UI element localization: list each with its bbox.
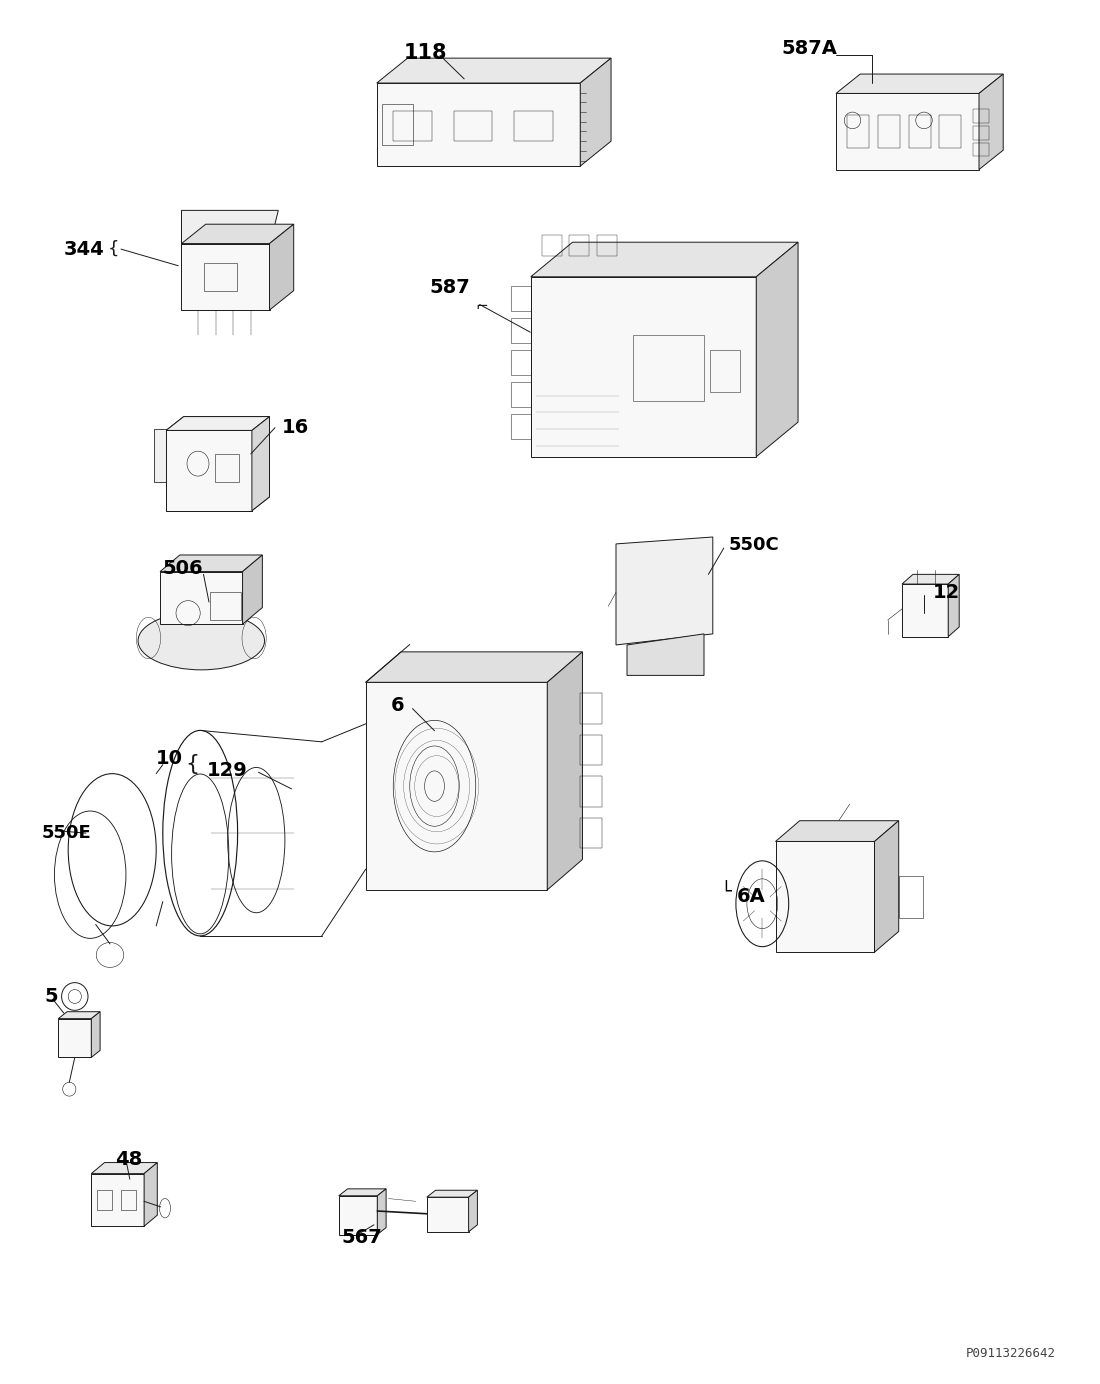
Polygon shape	[530, 242, 799, 277]
Polygon shape	[339, 1196, 377, 1235]
Bar	[909, 115, 931, 148]
Polygon shape	[365, 652, 583, 682]
Text: 587: 587	[429, 278, 470, 298]
Polygon shape	[427, 1190, 477, 1197]
Bar	[210, 592, 241, 620]
Bar	[383, 104, 414, 145]
Text: 10: 10	[155, 749, 183, 768]
Polygon shape	[627, 634, 704, 675]
Bar	[974, 143, 989, 156]
Bar	[510, 414, 530, 439]
Bar	[581, 735, 603, 765]
Text: 550E: 550E	[42, 823, 91, 843]
Text: 587A: 587A	[781, 39, 837, 58]
Polygon shape	[58, 1012, 100, 1019]
Polygon shape	[166, 417, 270, 430]
Bar	[510, 382, 530, 407]
Polygon shape	[182, 224, 294, 244]
Polygon shape	[836, 93, 979, 170]
Bar	[710, 350, 740, 392]
Bar	[510, 286, 530, 311]
Polygon shape	[874, 821, 899, 952]
Bar	[510, 350, 530, 375]
Text: 567: 567	[341, 1228, 382, 1247]
Polygon shape	[166, 430, 252, 511]
Text: ⌐: ⌐	[475, 299, 488, 314]
Text: 344: 344	[64, 239, 104, 259]
Bar	[878, 115, 900, 148]
Text: P09113226642: P09113226642	[966, 1347, 1056, 1360]
Bar	[974, 126, 989, 140]
Bar	[97, 1190, 112, 1210]
Polygon shape	[902, 584, 948, 637]
Text: {: {	[185, 754, 199, 774]
Polygon shape	[182, 244, 270, 310]
Polygon shape	[166, 417, 270, 430]
Text: 16: 16	[282, 418, 309, 437]
Polygon shape	[58, 1019, 91, 1057]
Polygon shape	[252, 417, 270, 511]
Polygon shape	[757, 242, 799, 457]
Bar	[121, 1190, 136, 1210]
Polygon shape	[161, 555, 262, 572]
Bar	[394, 111, 432, 141]
Bar	[214, 454, 239, 482]
Polygon shape	[182, 210, 278, 249]
Polygon shape	[242, 555, 262, 624]
Text: 6: 6	[390, 696, 404, 716]
Polygon shape	[581, 58, 612, 166]
Polygon shape	[339, 1189, 386, 1196]
Polygon shape	[776, 821, 899, 841]
Polygon shape	[252, 417, 270, 511]
Polygon shape	[530, 277, 757, 457]
Text: 12: 12	[933, 583, 960, 602]
Polygon shape	[91, 1012, 100, 1057]
Bar	[899, 876, 923, 918]
Polygon shape	[469, 1190, 477, 1232]
Text: 129: 129	[207, 761, 248, 781]
Text: 5: 5	[44, 987, 57, 1006]
Bar	[454, 111, 493, 141]
Polygon shape	[365, 682, 547, 890]
Polygon shape	[91, 1163, 157, 1174]
Bar	[515, 111, 552, 141]
Text: 118: 118	[404, 43, 448, 62]
Polygon shape	[154, 429, 236, 482]
Bar	[204, 263, 236, 291]
Text: 6A: 6A	[737, 887, 766, 907]
Polygon shape	[948, 574, 959, 637]
Bar	[581, 693, 603, 724]
Text: 48: 48	[116, 1150, 143, 1169]
Polygon shape	[166, 430, 252, 511]
Polygon shape	[376, 58, 612, 83]
Polygon shape	[776, 841, 875, 952]
Polygon shape	[547, 652, 583, 890]
Bar	[541, 235, 561, 256]
Bar	[596, 235, 617, 256]
Polygon shape	[270, 224, 294, 310]
Bar	[581, 776, 603, 807]
Polygon shape	[616, 537, 713, 645]
Polygon shape	[836, 73, 1003, 93]
Polygon shape	[427, 1197, 469, 1232]
Bar	[847, 115, 869, 148]
Polygon shape	[144, 1163, 157, 1226]
Text: {: {	[108, 239, 119, 259]
Text: 550C: 550C	[728, 536, 779, 555]
Bar	[632, 335, 704, 401]
Ellipse shape	[138, 612, 264, 670]
Polygon shape	[902, 574, 959, 584]
Bar	[570, 235, 590, 256]
Bar	[510, 318, 530, 343]
Text: └: └	[720, 883, 732, 902]
Polygon shape	[91, 1174, 144, 1226]
Polygon shape	[979, 73, 1003, 170]
Bar	[581, 818, 603, 848]
Bar	[974, 109, 989, 123]
Text: 506: 506	[163, 559, 204, 579]
Polygon shape	[161, 572, 242, 624]
Polygon shape	[377, 1189, 386, 1235]
Bar	[939, 115, 961, 148]
Polygon shape	[376, 83, 581, 166]
